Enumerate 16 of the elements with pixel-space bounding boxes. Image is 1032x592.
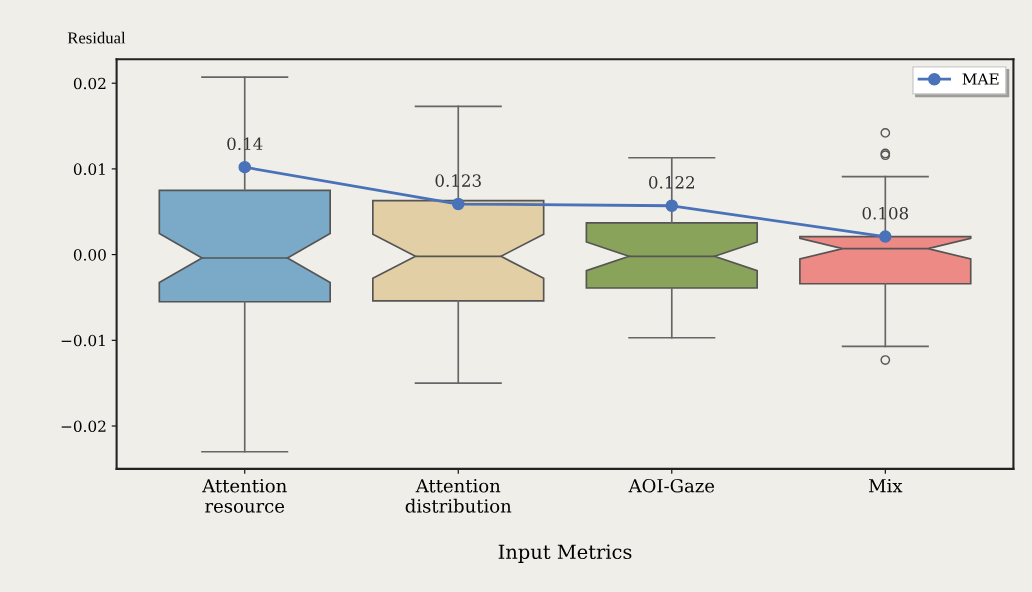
x-tick-label: Attention distribution (405, 479, 512, 513)
y-tick-label: −0.01 (61, 334, 105, 347)
y-tick-label: −0.02 (61, 420, 106, 433)
y-tick-label: 0.02 (73, 77, 106, 90)
point (879, 230, 892, 243)
x-axis-title: Input Metrics (498, 544, 632, 563)
point (665, 199, 679, 213)
x-tick-label: Mix (868, 479, 903, 493)
point (238, 160, 251, 174)
legend-label: MAE (962, 73, 999, 85)
x-tick-label: AOI-Gaze (628, 478, 715, 493)
y-tick-label: 0.01 (73, 163, 105, 175)
x-tick-label: Attention resource (202, 479, 287, 513)
y-tick-label: 0.00 (73, 249, 106, 261)
point (452, 197, 465, 211)
y-axis-title: Residual (67, 31, 126, 44)
